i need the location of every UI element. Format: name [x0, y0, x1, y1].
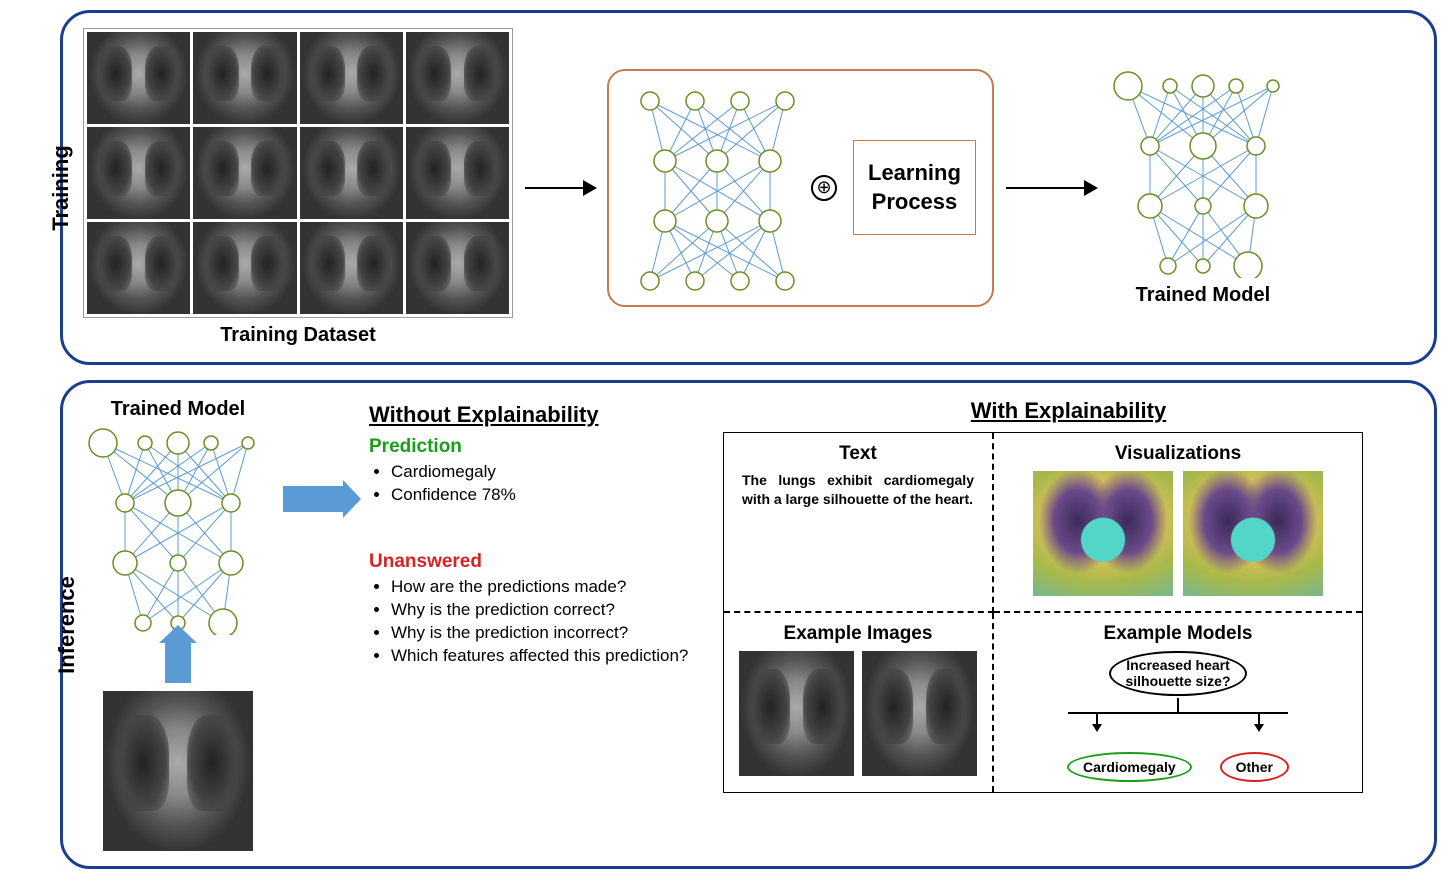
xray-thumb: [300, 222, 403, 314]
xray-thumb: [300, 32, 403, 124]
explain-examples-cell: Example Images: [724, 613, 994, 793]
arrow-right-icon: [283, 486, 343, 512]
inference-model-col: Trained Model: [83, 398, 273, 851]
explain-viz-title: Visualizations: [1006, 443, 1350, 465]
plus-icon: ⊕: [811, 175, 837, 201]
input-xray: [103, 691, 253, 851]
decision-tree: Increased heartsilhouette size? Cardiome…: [1006, 651, 1350, 783]
heatmap-icon: [1183, 471, 1323, 596]
prediction-list: Cardiomegaly Confidence 78%: [369, 462, 705, 505]
xray-thumb: [193, 222, 296, 314]
xray-thumb: [87, 222, 190, 314]
list-item: Why is the prediction incorrect?: [391, 623, 705, 643]
with-explain-col: With Explainability Text The lungs exhib…: [723, 398, 1414, 793]
explain-examples-title: Example Images: [736, 623, 980, 645]
arrow-icon: [1006, 187, 1096, 189]
dt-branch: [1068, 712, 1288, 726]
arrow-icon: [525, 187, 595, 189]
xray-thumb: [193, 127, 296, 219]
list-item: Cardiomegaly: [391, 462, 705, 482]
explain-text-title: Text: [736, 443, 980, 465]
xray-thumb: [87, 32, 190, 124]
xray-thumb: [406, 32, 509, 124]
nn-trained-icon: [1108, 68, 1298, 278]
explain-models-cell: Example Models Increased heartsilhouette…: [994, 613, 1362, 793]
dt-leaf-red: Other: [1220, 752, 1289, 782]
xray-thumb: [406, 222, 509, 314]
nn-trained-inf-icon: [83, 425, 273, 635]
unanswered-list: How are the predictions made? Why is the …: [369, 577, 705, 666]
list-item: Confidence 78%: [391, 485, 705, 505]
trained-model-caption: Trained Model: [1136, 284, 1270, 307]
inference-arrow: [283, 478, 343, 520]
with-header: With Explainability: [723, 398, 1414, 424]
dt-root: Increased heartsilhouette size?: [1109, 651, 1246, 697]
explain-text-cell: Text The lungs exhibit cardiomegaly with…: [724, 433, 994, 613]
learning-process-box: LearningProcess: [853, 140, 976, 235]
heatmap-icon: [1033, 471, 1173, 596]
xray-thumb: [193, 32, 296, 124]
explain-models-title: Example Models: [1006, 623, 1350, 645]
xray-thumb: [406, 127, 509, 219]
list-item: Which features affected this prediction?: [391, 646, 705, 666]
inference-panel: Inference Trained Model Without Explaina…: [60, 380, 1437, 869]
trained-model-caption-inf: Trained Model: [111, 398, 245, 421]
training-side-label: Training: [48, 145, 74, 231]
arrow-up-icon: [165, 643, 191, 683]
dt-leaf-green: Cardiomegaly: [1067, 752, 1192, 782]
list-item: Why is the prediction correct?: [391, 600, 705, 620]
explain-grid: Text The lungs exhibit cardiomegaly with…: [723, 432, 1363, 793]
list-item: How are the predictions made?: [391, 577, 705, 597]
learning-box: ⊕ LearningProcess: [607, 69, 994, 307]
xray-grid: [83, 28, 513, 318]
explain-text-body: The lungs exhibit cardiomegaly with a la…: [736, 471, 980, 509]
nn-uniform-icon: [625, 83, 795, 293]
explain-viz-cell: Visualizations: [994, 433, 1362, 613]
example-xray: [862, 651, 977, 776]
trained-model-block: Trained Model: [1108, 68, 1298, 307]
without-explain-col: Without Explainability Prediction Cardio…: [343, 398, 723, 678]
training-dataset-caption: Training Dataset: [220, 324, 376, 347]
prediction-header: Prediction: [369, 436, 705, 458]
without-header: Without Explainability: [369, 402, 705, 428]
training-dataset-block: Training Dataset: [83, 28, 513, 347]
unanswered-header: Unanswered: [369, 551, 705, 573]
xray-thumb: [87, 127, 190, 219]
xray-thumb: [300, 127, 403, 219]
inference-side-label: Inference: [54, 576, 80, 674]
example-xray: [739, 651, 854, 776]
training-panel: Training Training Dataset ⊕ LearningProc…: [60, 10, 1437, 365]
